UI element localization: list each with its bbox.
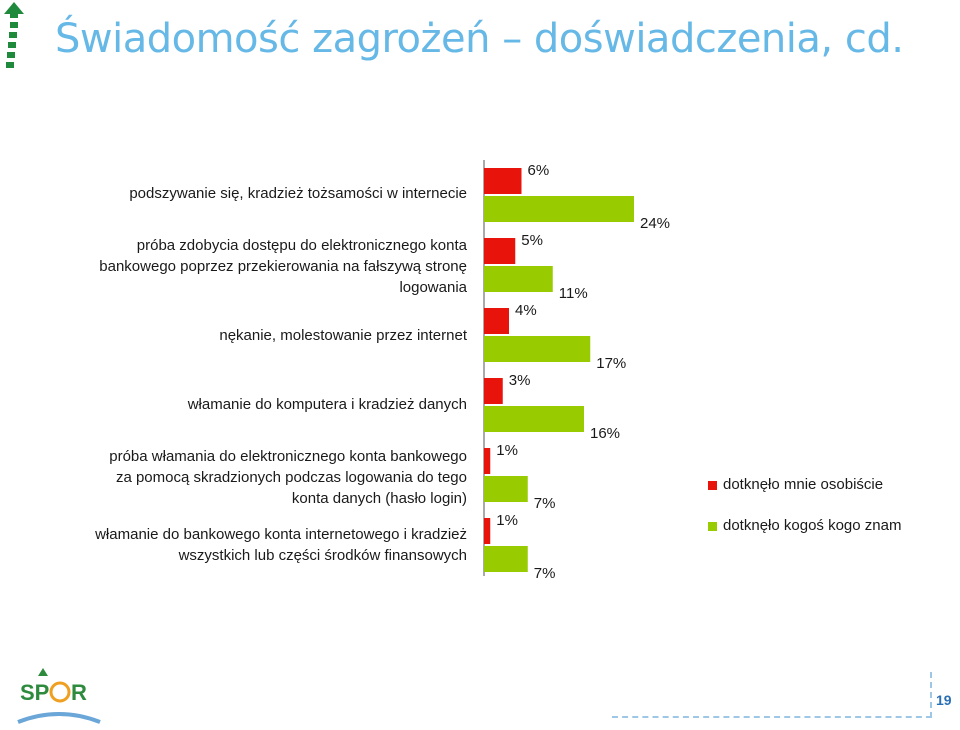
category-label-3: włamanie do komputera i kradzież danych	[187, 396, 467, 413]
category-label-4: próba włamania do elektronicznego konta …	[109, 448, 467, 507]
bar-chart: 6% 24% 5% 11% 4% 17% 3% 16% 1% 7% 1% 7%	[483, 160, 670, 582]
data-label-personal-3: 3%	[509, 372, 531, 389]
bar-personal-5	[484, 518, 491, 544]
category-label-1: próba zdobycia dostępu do elektroniczneg…	[99, 237, 467, 296]
page-title: Świadomość zagrożeń – doświadczenia, cd.	[55, 16, 904, 62]
bar-someone-2	[484, 336, 591, 362]
footer-divider-vertical	[930, 672, 932, 718]
footer-divider	[612, 716, 932, 718]
page-number: 19	[936, 692, 952, 708]
spinor-logo: SP R	[17, 668, 101, 724]
bar-personal-0	[484, 168, 522, 194]
legend-item-someone: dotknęło kogoś kogo znam	[708, 517, 901, 534]
data-label-personal-2: 4%	[515, 302, 537, 319]
bar-personal-2	[484, 308, 509, 334]
svg-text:SP: SP	[20, 680, 49, 705]
category-label-2: nękanie, molestowanie przez internet	[219, 327, 467, 344]
category-label-5: włamanie do bankowego konta internetoweg…	[95, 526, 467, 564]
bar-personal-1	[484, 238, 516, 264]
data-label-personal-4: 1%	[496, 442, 518, 459]
legend-swatch-someone	[708, 521, 717, 531]
bar-someone-5	[484, 546, 528, 572]
data-label-someone-3: 16%	[590, 425, 620, 442]
bar-personal-3	[484, 378, 503, 404]
data-label-personal-0: 6%	[528, 162, 550, 179]
data-label-someone-2: 17%	[596, 355, 626, 372]
bar-someone-3	[484, 406, 584, 432]
data-label-someone-5: 7%	[534, 565, 556, 582]
data-label-someone-0: 24%	[640, 215, 670, 232]
bar-someone-4	[484, 476, 528, 502]
legend-swatch-personal	[708, 480, 717, 490]
decorative-arrow-icon	[4, 2, 24, 68]
data-label-personal-1: 5%	[521, 232, 543, 249]
bar-someone-0	[484, 196, 634, 222]
legend-label-personal: dotknęło mnie osobiście	[723, 476, 884, 493]
svg-text:R: R	[71, 680, 87, 705]
data-label-someone-4: 7%	[534, 495, 556, 512]
category-label-0: podszywanie się, kradzież tożsamości w i…	[129, 185, 467, 202]
data-label-someone-1: 11%	[559, 285, 588, 302]
legend-item-personal: dotknęło mnie osobiście	[708, 476, 883, 493]
data-label-personal-5: 1%	[496, 512, 518, 529]
bar-someone-1	[484, 266, 553, 292]
bar-personal-4	[484, 448, 491, 474]
legend-label-someone: dotknęło kogoś kogo znam	[723, 517, 902, 534]
